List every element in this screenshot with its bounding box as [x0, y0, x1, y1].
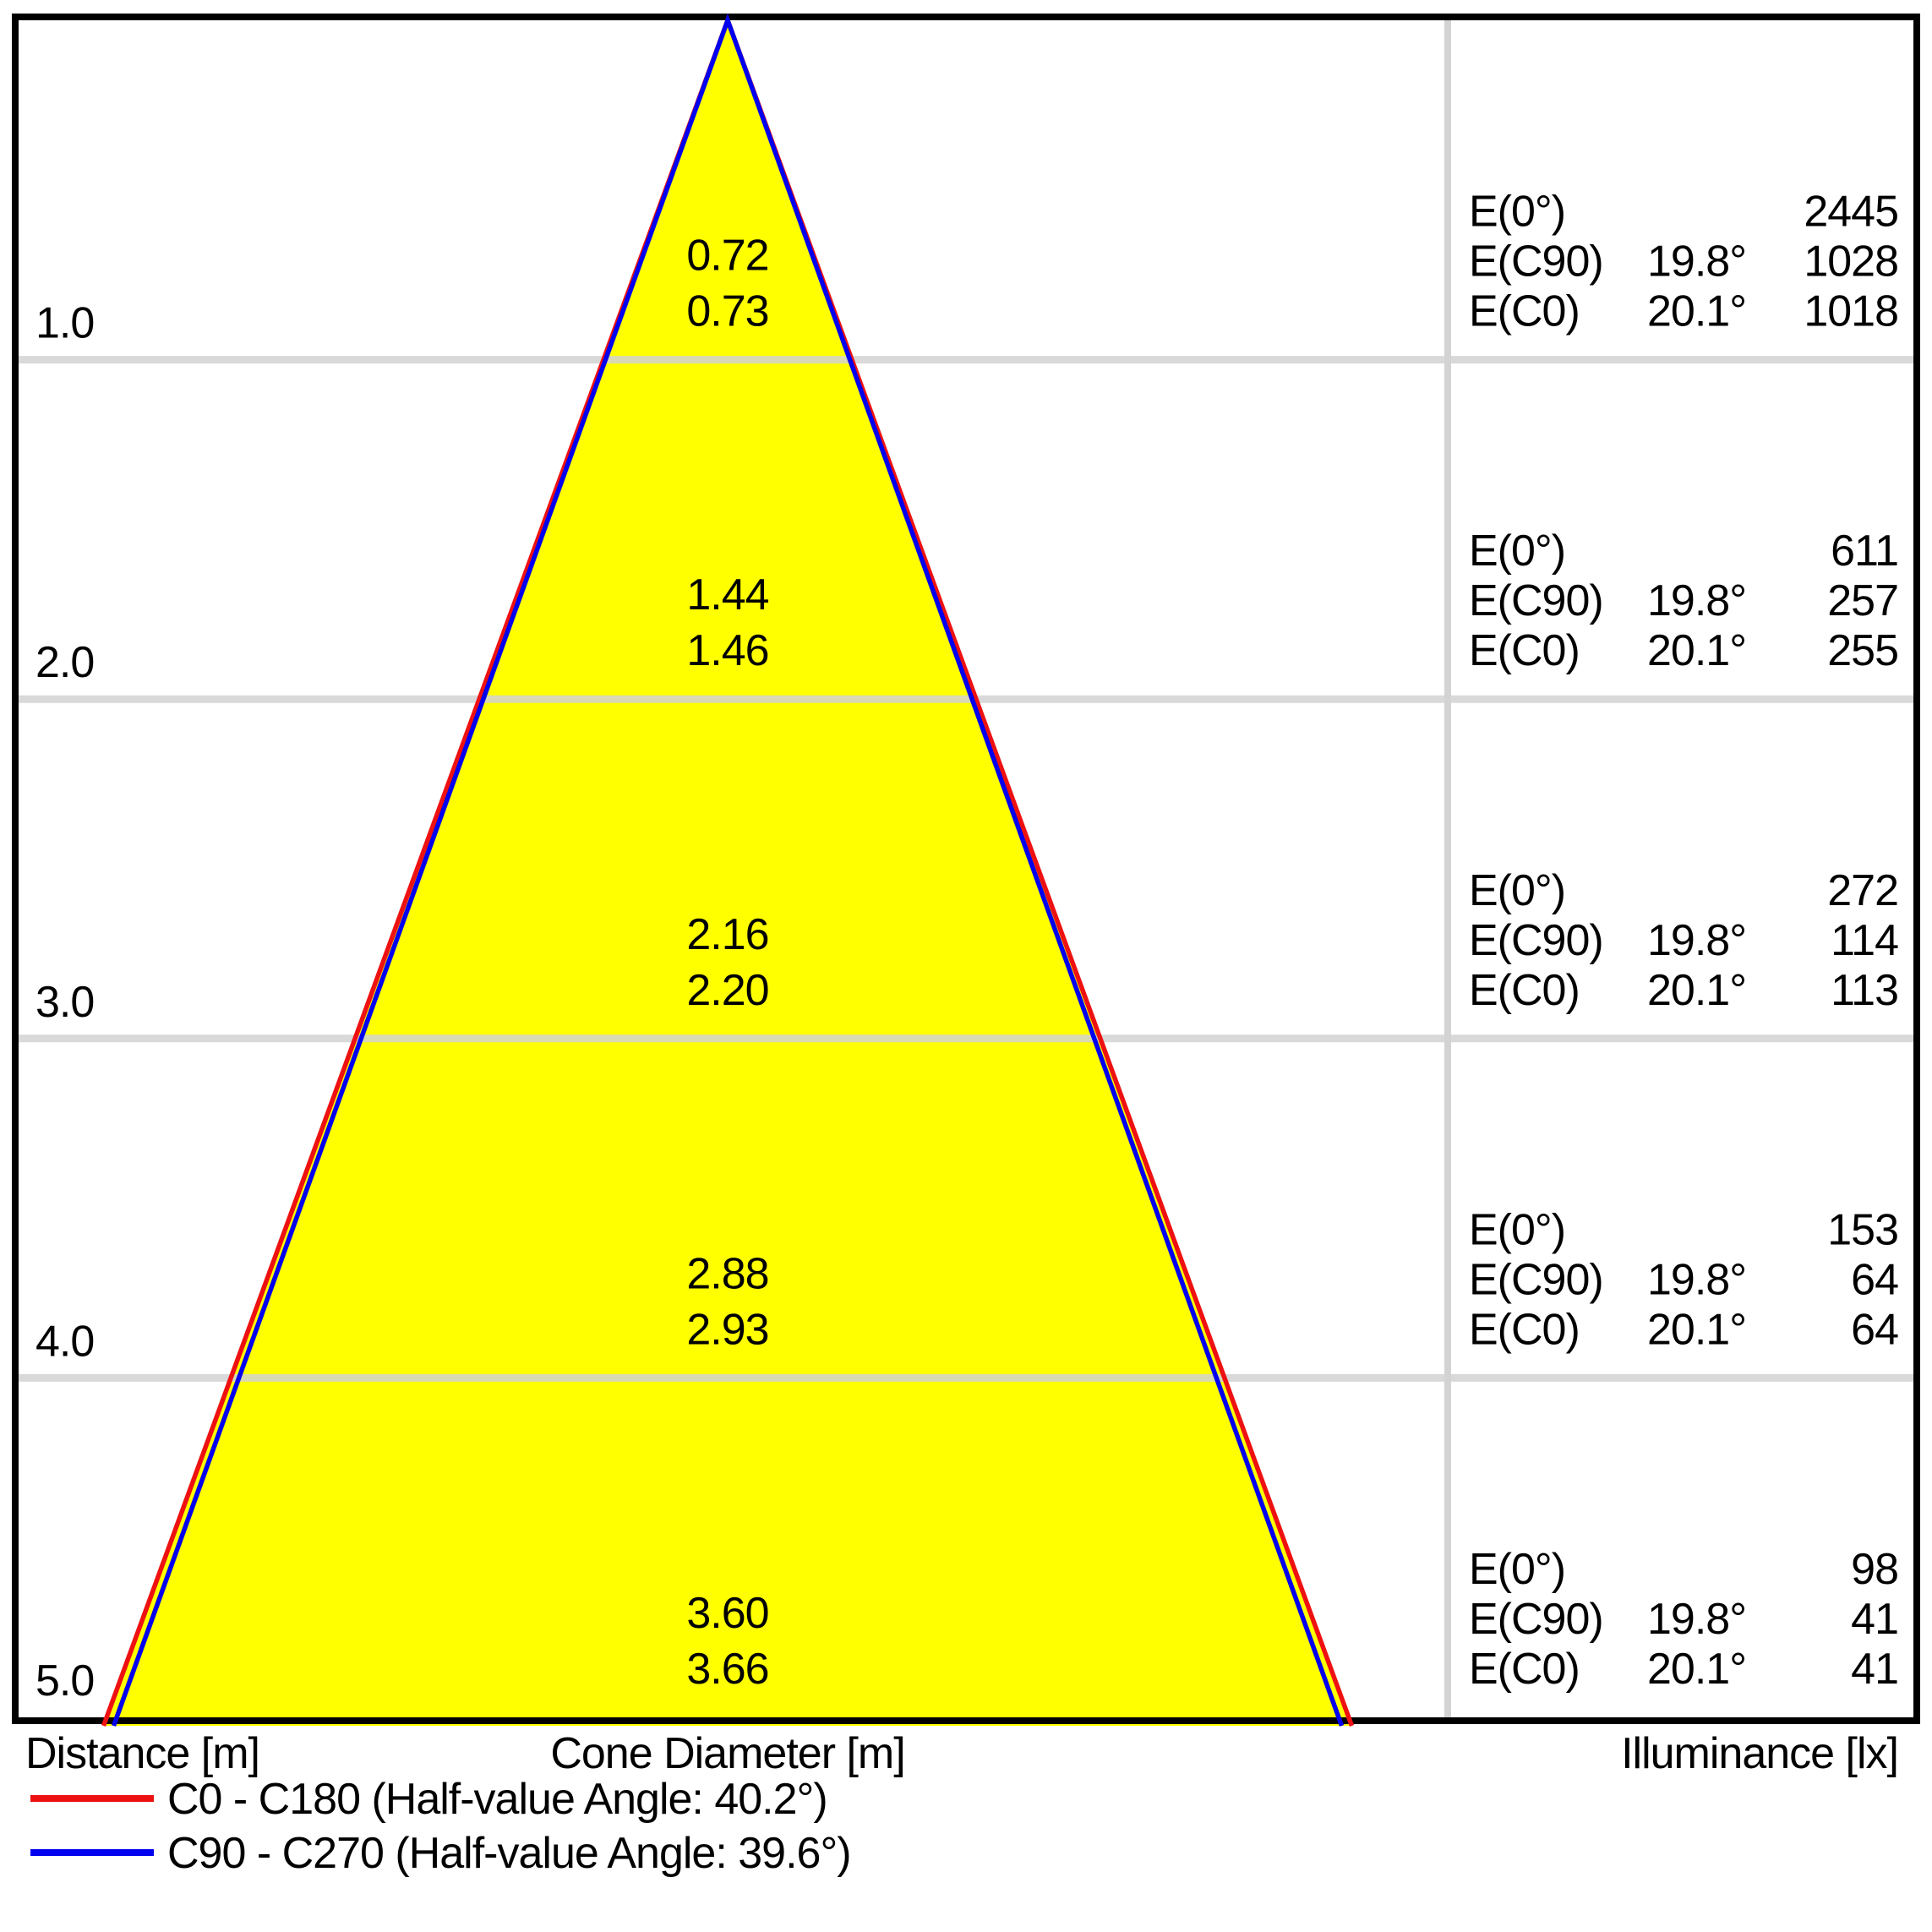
cone-diameter-c0-value: 2.20 [686, 966, 768, 1015]
ec90-angle: 19.8° [1647, 1255, 1746, 1304]
cone-diameter-c0-value: 1.46 [686, 626, 768, 675]
e0-label: E(0°) [1469, 1545, 1565, 1594]
e0-value: 98 [1851, 1545, 1898, 1594]
cone-diameter-c90-value: 2.88 [686, 1249, 768, 1298]
ec0-label: E(C0) [1469, 966, 1580, 1015]
beam-outline-c90-c270 [111, 13, 1345, 1727]
e0-value: 611 [1831, 527, 1898, 576]
distance-axis-caption: Distance [m] [25, 1729, 259, 1778]
ec0-label: E(C0) [1469, 287, 1580, 336]
e0-label: E(0°) [1469, 527, 1565, 576]
ec90-value: 257 [1827, 576, 1898, 625]
table-border [12, 14, 1920, 1724]
ec0-angle: 20.1° [1647, 1305, 1746, 1354]
ec90-label: E(C90) [1469, 916, 1603, 965]
e0-label: E(0°) [1469, 866, 1565, 915]
cone-diameter-c0-value: 3.66 [686, 1645, 768, 1694]
distance-label: 5.0 [35, 1656, 94, 1706]
e0-value: 153 [1827, 1205, 1898, 1254]
legend-label-c0-c180: C0 - C180 (Half-value Angle: 40.2°) [167, 1775, 827, 1824]
ec90-angle: 19.8° [1647, 1595, 1746, 1644]
ec90-angle: 19.8° [1647, 576, 1746, 625]
cone-diameter-c90-value: 2.16 [686, 910, 768, 959]
ec0-angle: 20.1° [1647, 287, 1746, 336]
e0-value: 272 [1827, 866, 1898, 915]
ec0-value: 113 [1831, 966, 1898, 1015]
ec0-angle: 20.1° [1647, 1645, 1746, 1694]
ec90-value: 64 [1851, 1255, 1898, 1304]
ec0-label: E(C0) [1469, 1305, 1580, 1354]
ec0-value: 255 [1827, 626, 1898, 675]
ec0-label: E(C0) [1469, 626, 1580, 675]
ec90-label: E(C90) [1469, 1255, 1603, 1304]
illuminance-axis-caption: Illuminance [lx] [1621, 1729, 1898, 1778]
ec0-label: E(C0) [1469, 1645, 1580, 1694]
cone-diameter-c90-value: 3.60 [686, 1589, 768, 1638]
e0-label: E(0°) [1469, 188, 1565, 237]
ec0-value: 64 [1851, 1305, 1898, 1354]
cone-diameter-axis-caption: Cone Diameter [m] [550, 1729, 904, 1778]
distance-label: 3.0 [35, 978, 94, 1027]
cone-diameter-c90-value: 1.44 [686, 570, 768, 619]
distance-label: 1.0 [35, 299, 94, 348]
ec0-angle: 20.1° [1647, 626, 1746, 675]
ec90-value: 1028 [1804, 237, 1898, 287]
ec90-label: E(C90) [1469, 576, 1603, 625]
ec0-angle: 20.1° [1647, 966, 1746, 1015]
ec90-label: E(C90) [1469, 1595, 1603, 1644]
e0-label: E(0°) [1469, 1205, 1565, 1254]
cone-diameter-c0-value: 0.73 [686, 287, 768, 336]
cone-fill-c90 [113, 20, 1342, 1726]
ec90-value: 41 [1851, 1595, 1898, 1644]
ec0-value: 41 [1851, 1645, 1898, 1694]
distance-label: 2.0 [35, 638, 94, 687]
distance-label: 4.0 [35, 1317, 94, 1366]
ec90-angle: 19.8° [1647, 237, 1746, 287]
ec0-value: 1018 [1804, 287, 1898, 336]
legend-label-c90-c270: C90 - C270 (Half-value Angle: 39.6°) [167, 1829, 851, 1878]
ec90-label: E(C90) [1469, 237, 1603, 287]
cone-diameter-c90-value: 0.72 [686, 232, 768, 281]
ec90-angle: 19.8° [1647, 916, 1746, 965]
cone-diameter-c0-value: 2.93 [686, 1305, 768, 1354]
ec90-value: 114 [1831, 916, 1898, 965]
e0-value: 2445 [1804, 188, 1898, 237]
